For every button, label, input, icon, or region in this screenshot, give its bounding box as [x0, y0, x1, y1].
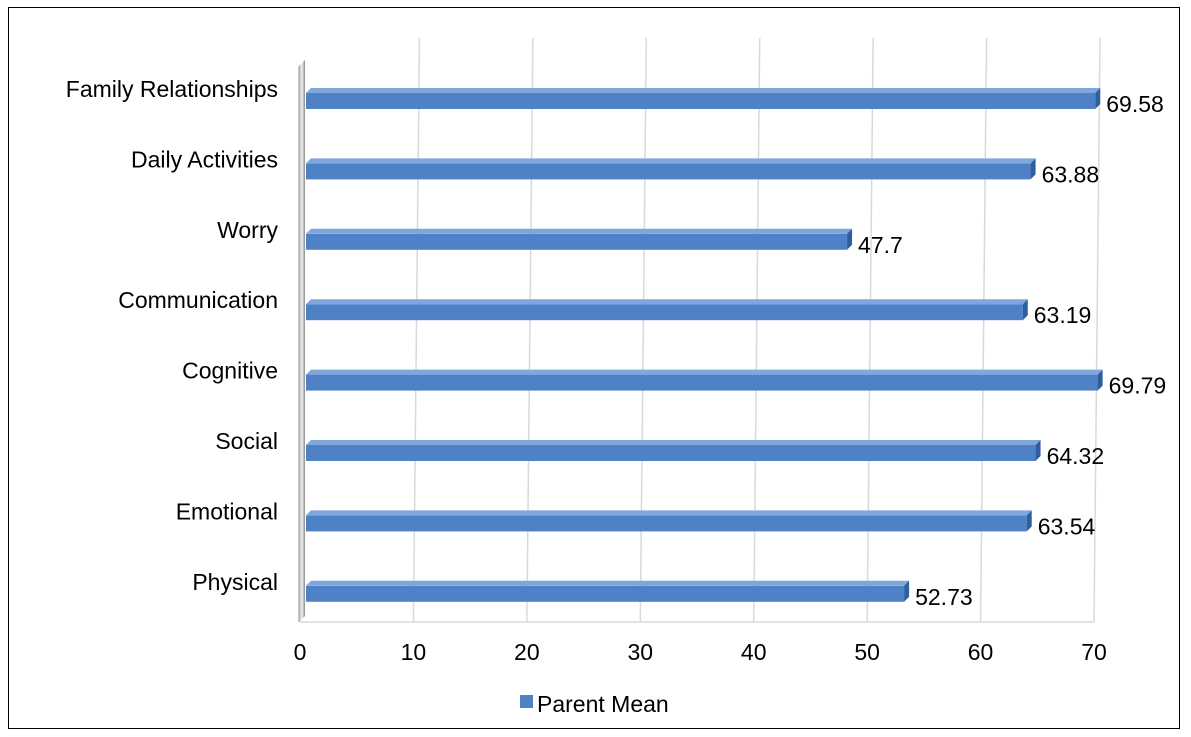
legend-swatch	[520, 695, 533, 708]
bar-top	[306, 440, 1041, 445]
bar	[306, 585, 905, 602]
bar-end	[1095, 88, 1101, 109]
bar	[306, 374, 1098, 391]
bar-top	[306, 299, 1028, 305]
bars	[306, 88, 1103, 602]
x-tick-labels: 0 10 20 30 40 50 60 70	[294, 639, 1107, 665]
gridline	[412, 37, 421, 623]
category-label: Communication	[118, 287, 278, 313]
bar-end	[1022, 299, 1028, 321]
data-label: 69.58	[1106, 91, 1164, 117]
category-label: Emotional	[176, 498, 278, 524]
data-label: 63.88	[1042, 161, 1100, 187]
gridline	[866, 37, 874, 623]
axis-wall	[299, 60, 305, 622]
bar-top	[306, 228, 853, 234]
gridline	[1093, 37, 1101, 623]
bar-end	[1030, 158, 1036, 180]
data-label: 47.7	[858, 232, 903, 258]
bar-end	[904, 580, 910, 602]
category-axis	[298, 60, 305, 622]
gridline	[752, 37, 761, 623]
chart-frame	[8, 7, 1180, 729]
bar-top	[306, 369, 1103, 375]
x-tick-label: 10	[401, 639, 427, 665]
category-label: Cognitive	[182, 358, 278, 384]
data-label: 63.19	[1034, 302, 1092, 328]
x-tick-label: 40	[741, 639, 767, 665]
gridline	[979, 37, 988, 623]
gridlines	[300, 37, 1101, 623]
bar-end	[1026, 510, 1032, 532]
category-label: Daily Activities	[131, 146, 278, 172]
data-label: 69.79	[1109, 373, 1167, 399]
bar	[306, 163, 1031, 180]
x-tick-label: 60	[968, 639, 994, 665]
x-tick-label: 70	[1081, 639, 1107, 665]
bar	[306, 304, 1023, 321]
bar	[306, 93, 1096, 109]
bar	[306, 445, 1036, 461]
bar-top	[306, 158, 1036, 164]
data-labels: 69.58 63.88 47.7 63.19 69.79 64.32 63.54 52.73	[858, 91, 1166, 610]
bar-top	[306, 510, 1032, 516]
bar-end	[1097, 369, 1103, 391]
category-label: Physical	[192, 569, 278, 595]
bar-top	[306, 88, 1101, 93]
category-label: Family Relationships	[66, 76, 278, 102]
x-tick-label: 0	[294, 639, 307, 665]
category-label: Worry	[217, 217, 278, 243]
x-tick-label: 50	[854, 639, 880, 665]
bar-end	[1035, 440, 1041, 461]
data-label: 52.73	[915, 584, 973, 610]
data-label: 63.54	[1038, 513, 1096, 539]
category-label: Social	[215, 428, 278, 454]
bar	[306, 515, 1027, 532]
category-labels: Family Relationships Daily Activities Worr…	[66, 76, 279, 595]
bar	[306, 233, 848, 250]
legend: Parent Mean	[520, 691, 669, 717]
data-label: 64.32	[1047, 443, 1105, 469]
gridline	[526, 37, 534, 623]
bar-end	[847, 228, 853, 250]
bar-top	[306, 580, 910, 586]
legend-label: Parent Mean	[537, 691, 669, 717]
gridline	[639, 37, 648, 623]
x-tick-label: 30	[627, 639, 653, 665]
x-tick-label: 20	[514, 639, 540, 665]
